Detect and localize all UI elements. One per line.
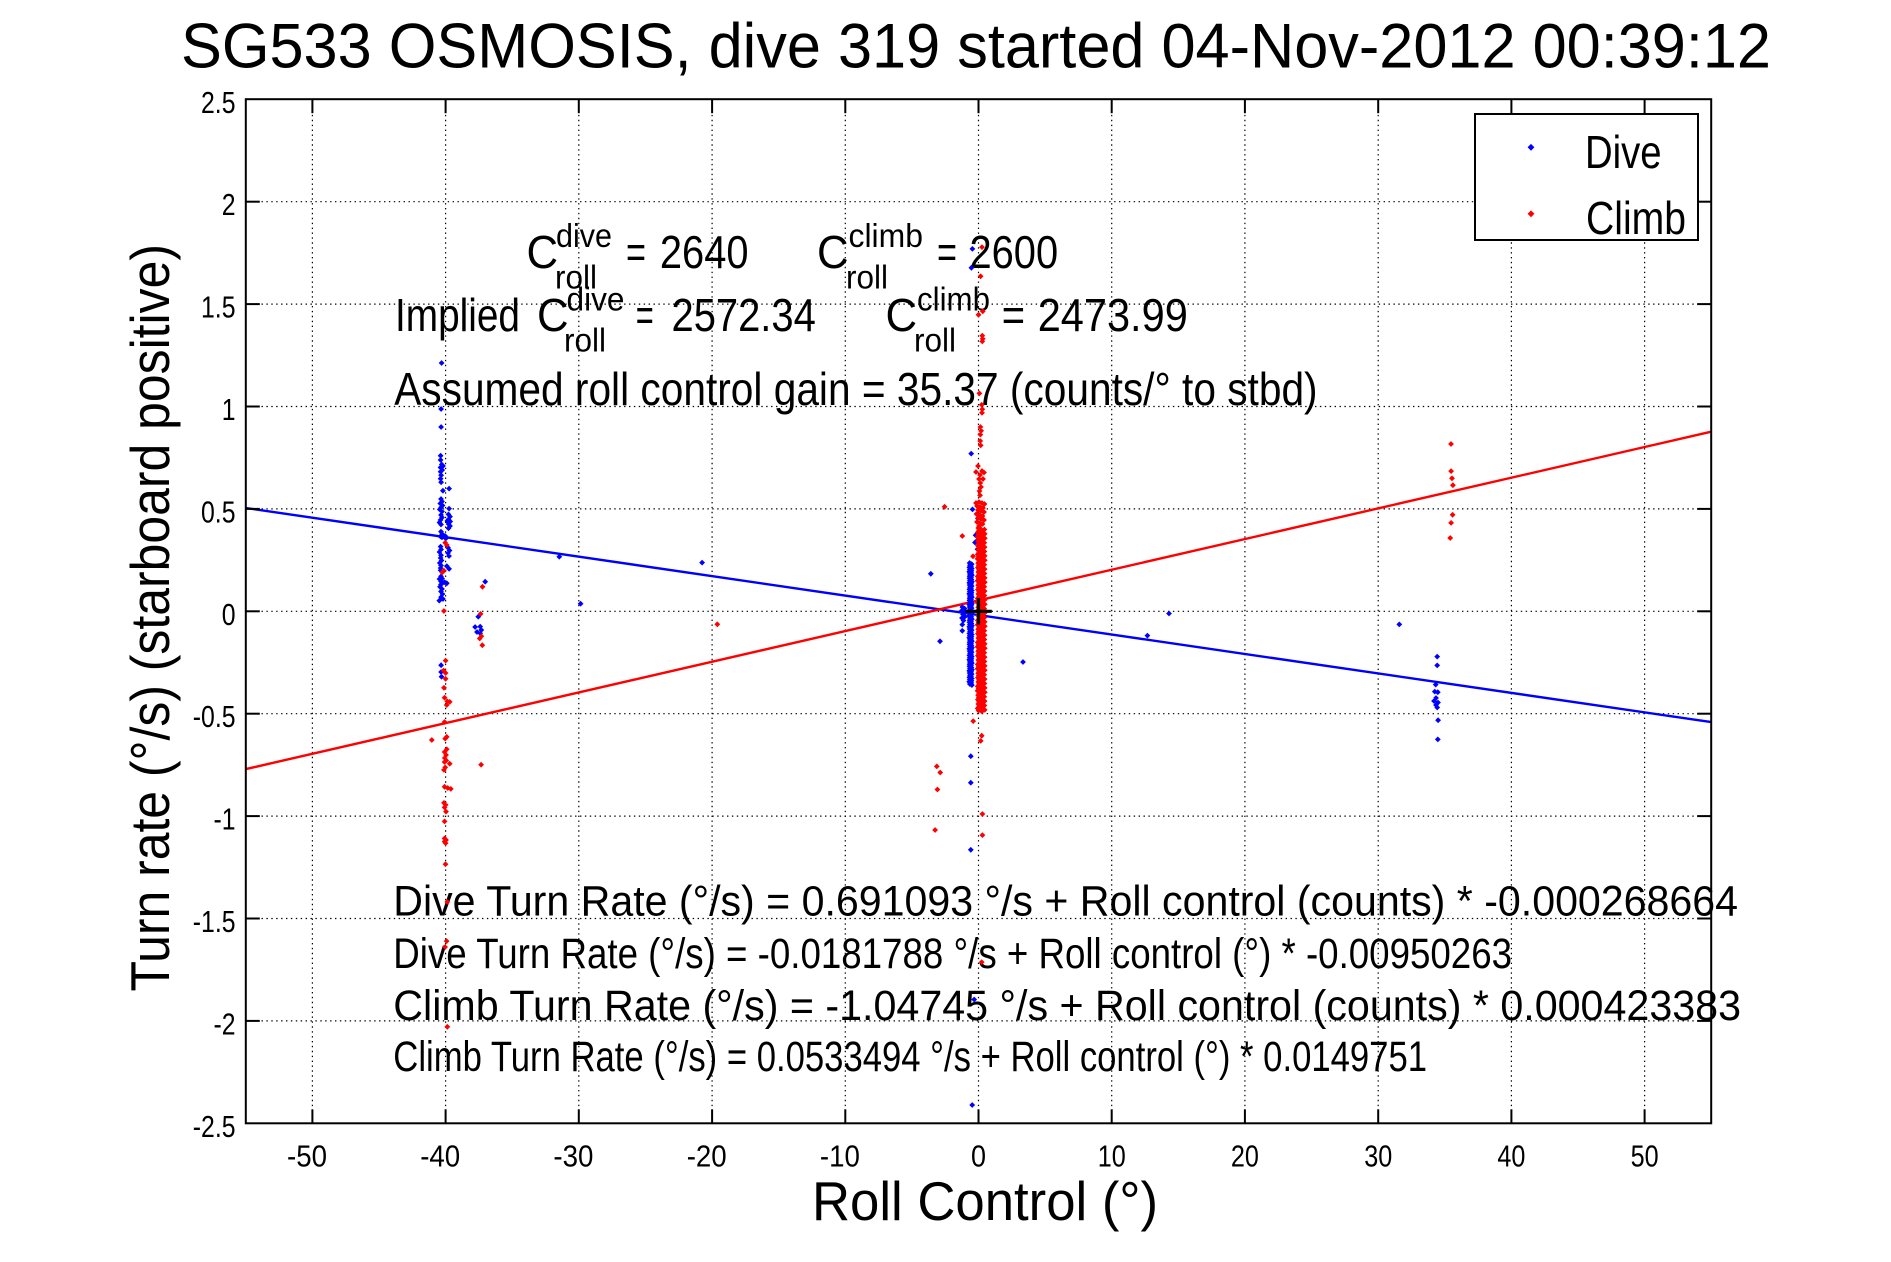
svg-text:0: 0 [971,1139,986,1174]
svg-text:roll: roll [564,323,606,360]
svg-text:roll: roll [846,260,888,297]
svg-text:-2.5: -2.5 [193,1109,236,1144]
svg-text:-40: -40 [420,1139,460,1174]
svg-text:roll: roll [914,323,956,360]
svg-text:C: C [537,289,569,341]
svg-text:-50: -50 [287,1139,327,1174]
svg-text:2.5: 2.5 [201,85,236,120]
svg-text:dive: dive [567,282,625,319]
svg-text:C: C [817,226,849,278]
svg-text:40: 40 [1497,1139,1525,1174]
svg-text:10: 10 [1098,1139,1126,1174]
svg-text:roll: roll [555,260,597,297]
svg-text:=: = [626,226,646,278]
svg-text:0: 0 [222,597,236,632]
svg-text:-30: -30 [553,1139,593,1174]
svg-text:Dive Turn Rate (°/s) = 0.69109: Dive Turn Rate (°/s) = 0.691093 °/s + Ro… [393,878,1738,926]
svg-text:=: = [937,226,957,278]
svg-text:-0.5: -0.5 [193,699,236,734]
svg-text:50: 50 [1631,1139,1659,1174]
svg-text:1.5: 1.5 [201,290,236,325]
svg-text:C: C [886,289,918,341]
svg-text:0.5: 0.5 [201,494,236,529]
svg-text:Climb Turn Rate (°/s) = -1.047: Climb Turn Rate (°/s) = -1.04745 °/s + R… [393,982,1741,1030]
svg-text:Implied: Implied [395,289,520,341]
svg-text:climb: climb [849,218,924,255]
svg-text:SG533 OSMOSIS, dive 319 starte: SG533 OSMOSIS, dive 319 started 04-Nov-2… [181,12,1771,82]
svg-text:2640: 2640 [660,226,749,278]
svg-text:Climb Turn Rate (°/s) = 0.0533: Climb Turn Rate (°/s) = 0.0533494 °/s + … [393,1033,1427,1081]
svg-text:Roll Control (°): Roll Control (°) [812,1170,1158,1232]
svg-text:2600: 2600 [970,226,1059,278]
svg-text:climb: climb [917,282,990,319]
svg-text:Assumed roll control gain = 35: Assumed roll control gain = 35.37 (count… [394,363,1317,415]
svg-text:-10: -10 [820,1139,860,1174]
svg-text:2: 2 [222,187,236,222]
svg-text:30: 30 [1364,1139,1392,1174]
svg-text:Dive Turn Rate (°/s) = -0.0181: Dive Turn Rate (°/s) = -0.0181788 °/s + … [393,930,1512,978]
svg-text:=: = [1002,289,1025,341]
svg-text:=: = [636,289,654,341]
svg-text:Climb: Climb [1586,192,1686,244]
svg-text:C: C [527,226,559,278]
svg-text:Turn rate (°/s) (starboard pos: Turn rate (°/s) (starboard positive) [119,244,181,992]
svg-text:-20: -20 [687,1139,727,1174]
svg-text:-1: -1 [214,802,236,837]
svg-text:20: 20 [1231,1139,1259,1174]
svg-text:-2: -2 [214,1006,236,1041]
svg-text:Dive: Dive [1585,126,1662,178]
svg-text:2572.34: 2572.34 [672,289,816,341]
svg-text:1: 1 [222,392,236,427]
svg-text:2473.99: 2473.99 [1038,289,1188,341]
svg-text:dive: dive [556,218,612,255]
svg-text:-1.5: -1.5 [193,904,236,939]
